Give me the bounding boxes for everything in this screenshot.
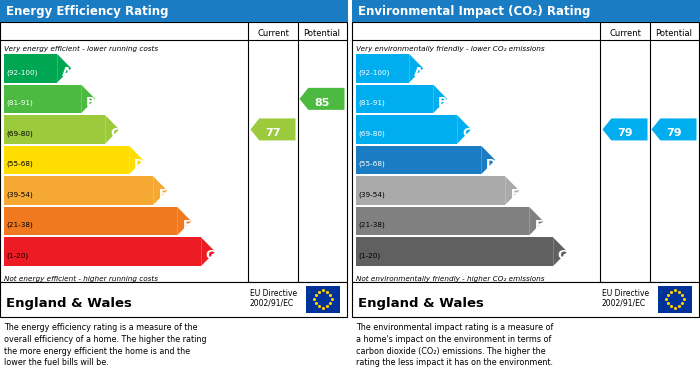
Bar bbox=[4, 176, 153, 205]
Bar bbox=[356, 237, 553, 266]
Text: (1-20): (1-20) bbox=[6, 253, 28, 259]
Bar bbox=[4, 237, 201, 266]
Bar bbox=[356, 54, 410, 83]
Text: (81-91): (81-91) bbox=[6, 100, 33, 106]
Text: D: D bbox=[486, 158, 496, 170]
Bar bbox=[4, 115, 105, 144]
Text: England & Wales: England & Wales bbox=[358, 297, 484, 310]
Text: (1-20): (1-20) bbox=[358, 253, 380, 259]
Bar bbox=[356, 146, 481, 174]
Text: (21-38): (21-38) bbox=[6, 222, 33, 228]
Text: (92-100): (92-100) bbox=[6, 69, 37, 75]
Text: Current: Current bbox=[609, 29, 641, 38]
Bar bbox=[306, 286, 340, 313]
Polygon shape bbox=[481, 146, 495, 174]
Text: The environmental impact rating is a measure of
a home's impact on the environme: The environmental impact rating is a mea… bbox=[356, 323, 554, 368]
Text: (69-80): (69-80) bbox=[358, 130, 385, 137]
Text: C: C bbox=[463, 127, 472, 140]
Bar bbox=[352, 282, 699, 317]
Text: A: A bbox=[62, 66, 72, 79]
Text: 77: 77 bbox=[265, 128, 281, 138]
Text: G: G bbox=[558, 249, 568, 262]
Text: Energy Efficiency Rating: Energy Efficiency Rating bbox=[6, 5, 169, 18]
Polygon shape bbox=[529, 207, 543, 235]
Text: Current: Current bbox=[257, 29, 289, 38]
Polygon shape bbox=[251, 118, 295, 140]
Polygon shape bbox=[201, 237, 215, 266]
Text: 79: 79 bbox=[666, 128, 682, 138]
Text: (69-80): (69-80) bbox=[6, 130, 33, 137]
Polygon shape bbox=[603, 118, 648, 140]
Polygon shape bbox=[410, 54, 424, 83]
Text: 85: 85 bbox=[314, 98, 330, 108]
Text: C: C bbox=[111, 127, 120, 140]
Polygon shape bbox=[177, 207, 191, 235]
Polygon shape bbox=[57, 54, 71, 83]
Polygon shape bbox=[153, 176, 167, 205]
Bar bbox=[0, 282, 347, 317]
Text: F: F bbox=[535, 219, 543, 231]
Bar bbox=[356, 207, 529, 235]
Polygon shape bbox=[505, 176, 519, 205]
Polygon shape bbox=[130, 146, 144, 174]
Bar bbox=[4, 84, 81, 113]
Text: (21-38): (21-38) bbox=[358, 222, 385, 228]
Text: (81-91): (81-91) bbox=[358, 100, 385, 106]
Bar bbox=[352, 0, 700, 22]
Text: 79: 79 bbox=[617, 128, 633, 138]
Text: E: E bbox=[159, 188, 167, 201]
Text: Very environmentally friendly - lower CO₂ emissions: Very environmentally friendly - lower CO… bbox=[356, 46, 545, 52]
Polygon shape bbox=[553, 237, 567, 266]
Text: (39-54): (39-54) bbox=[358, 191, 385, 198]
Bar bbox=[356, 115, 457, 144]
Text: The energy efficiency rating is a measure of the
overall efficiency of a home. T: The energy efficiency rating is a measur… bbox=[4, 323, 206, 368]
Bar bbox=[356, 84, 433, 113]
Text: B: B bbox=[438, 96, 448, 109]
Text: Very energy efficient - lower running costs: Very energy efficient - lower running co… bbox=[4, 46, 158, 52]
Text: (92-100): (92-100) bbox=[358, 69, 389, 75]
Polygon shape bbox=[300, 88, 344, 110]
Text: EU Directive
2002/91/EC: EU Directive 2002/91/EC bbox=[602, 289, 649, 308]
Text: A: A bbox=[414, 66, 424, 79]
Text: Not energy efficient - higher running costs: Not energy efficient - higher running co… bbox=[4, 276, 158, 282]
Text: (39-54): (39-54) bbox=[6, 191, 33, 198]
Text: Environmental Impact (CO₂) Rating: Environmental Impact (CO₂) Rating bbox=[358, 5, 590, 18]
Text: E: E bbox=[511, 188, 519, 201]
Bar bbox=[4, 146, 130, 174]
Text: Potential: Potential bbox=[304, 29, 340, 38]
Text: Not environmentally friendly - higher CO₂ emissions: Not environmentally friendly - higher CO… bbox=[356, 276, 545, 282]
Polygon shape bbox=[81, 84, 95, 113]
Text: Potential: Potential bbox=[655, 29, 692, 38]
Text: EU Directive
2002/91/EC: EU Directive 2002/91/EC bbox=[250, 289, 297, 308]
Bar bbox=[352, 22, 699, 282]
Text: D: D bbox=[134, 158, 144, 170]
Bar bbox=[356, 176, 505, 205]
Text: F: F bbox=[183, 219, 191, 231]
Bar bbox=[0, 22, 347, 282]
Polygon shape bbox=[433, 84, 447, 113]
Text: England & Wales: England & Wales bbox=[6, 297, 132, 310]
Polygon shape bbox=[652, 118, 696, 140]
Bar bbox=[4, 207, 177, 235]
Bar bbox=[0, 0, 348, 22]
Text: (55-68): (55-68) bbox=[358, 161, 385, 167]
Text: G: G bbox=[206, 249, 216, 262]
Polygon shape bbox=[105, 115, 119, 144]
Polygon shape bbox=[457, 115, 471, 144]
Bar bbox=[4, 54, 57, 83]
Text: (55-68): (55-68) bbox=[6, 161, 33, 167]
Bar bbox=[658, 286, 692, 313]
Text: B: B bbox=[86, 96, 96, 109]
